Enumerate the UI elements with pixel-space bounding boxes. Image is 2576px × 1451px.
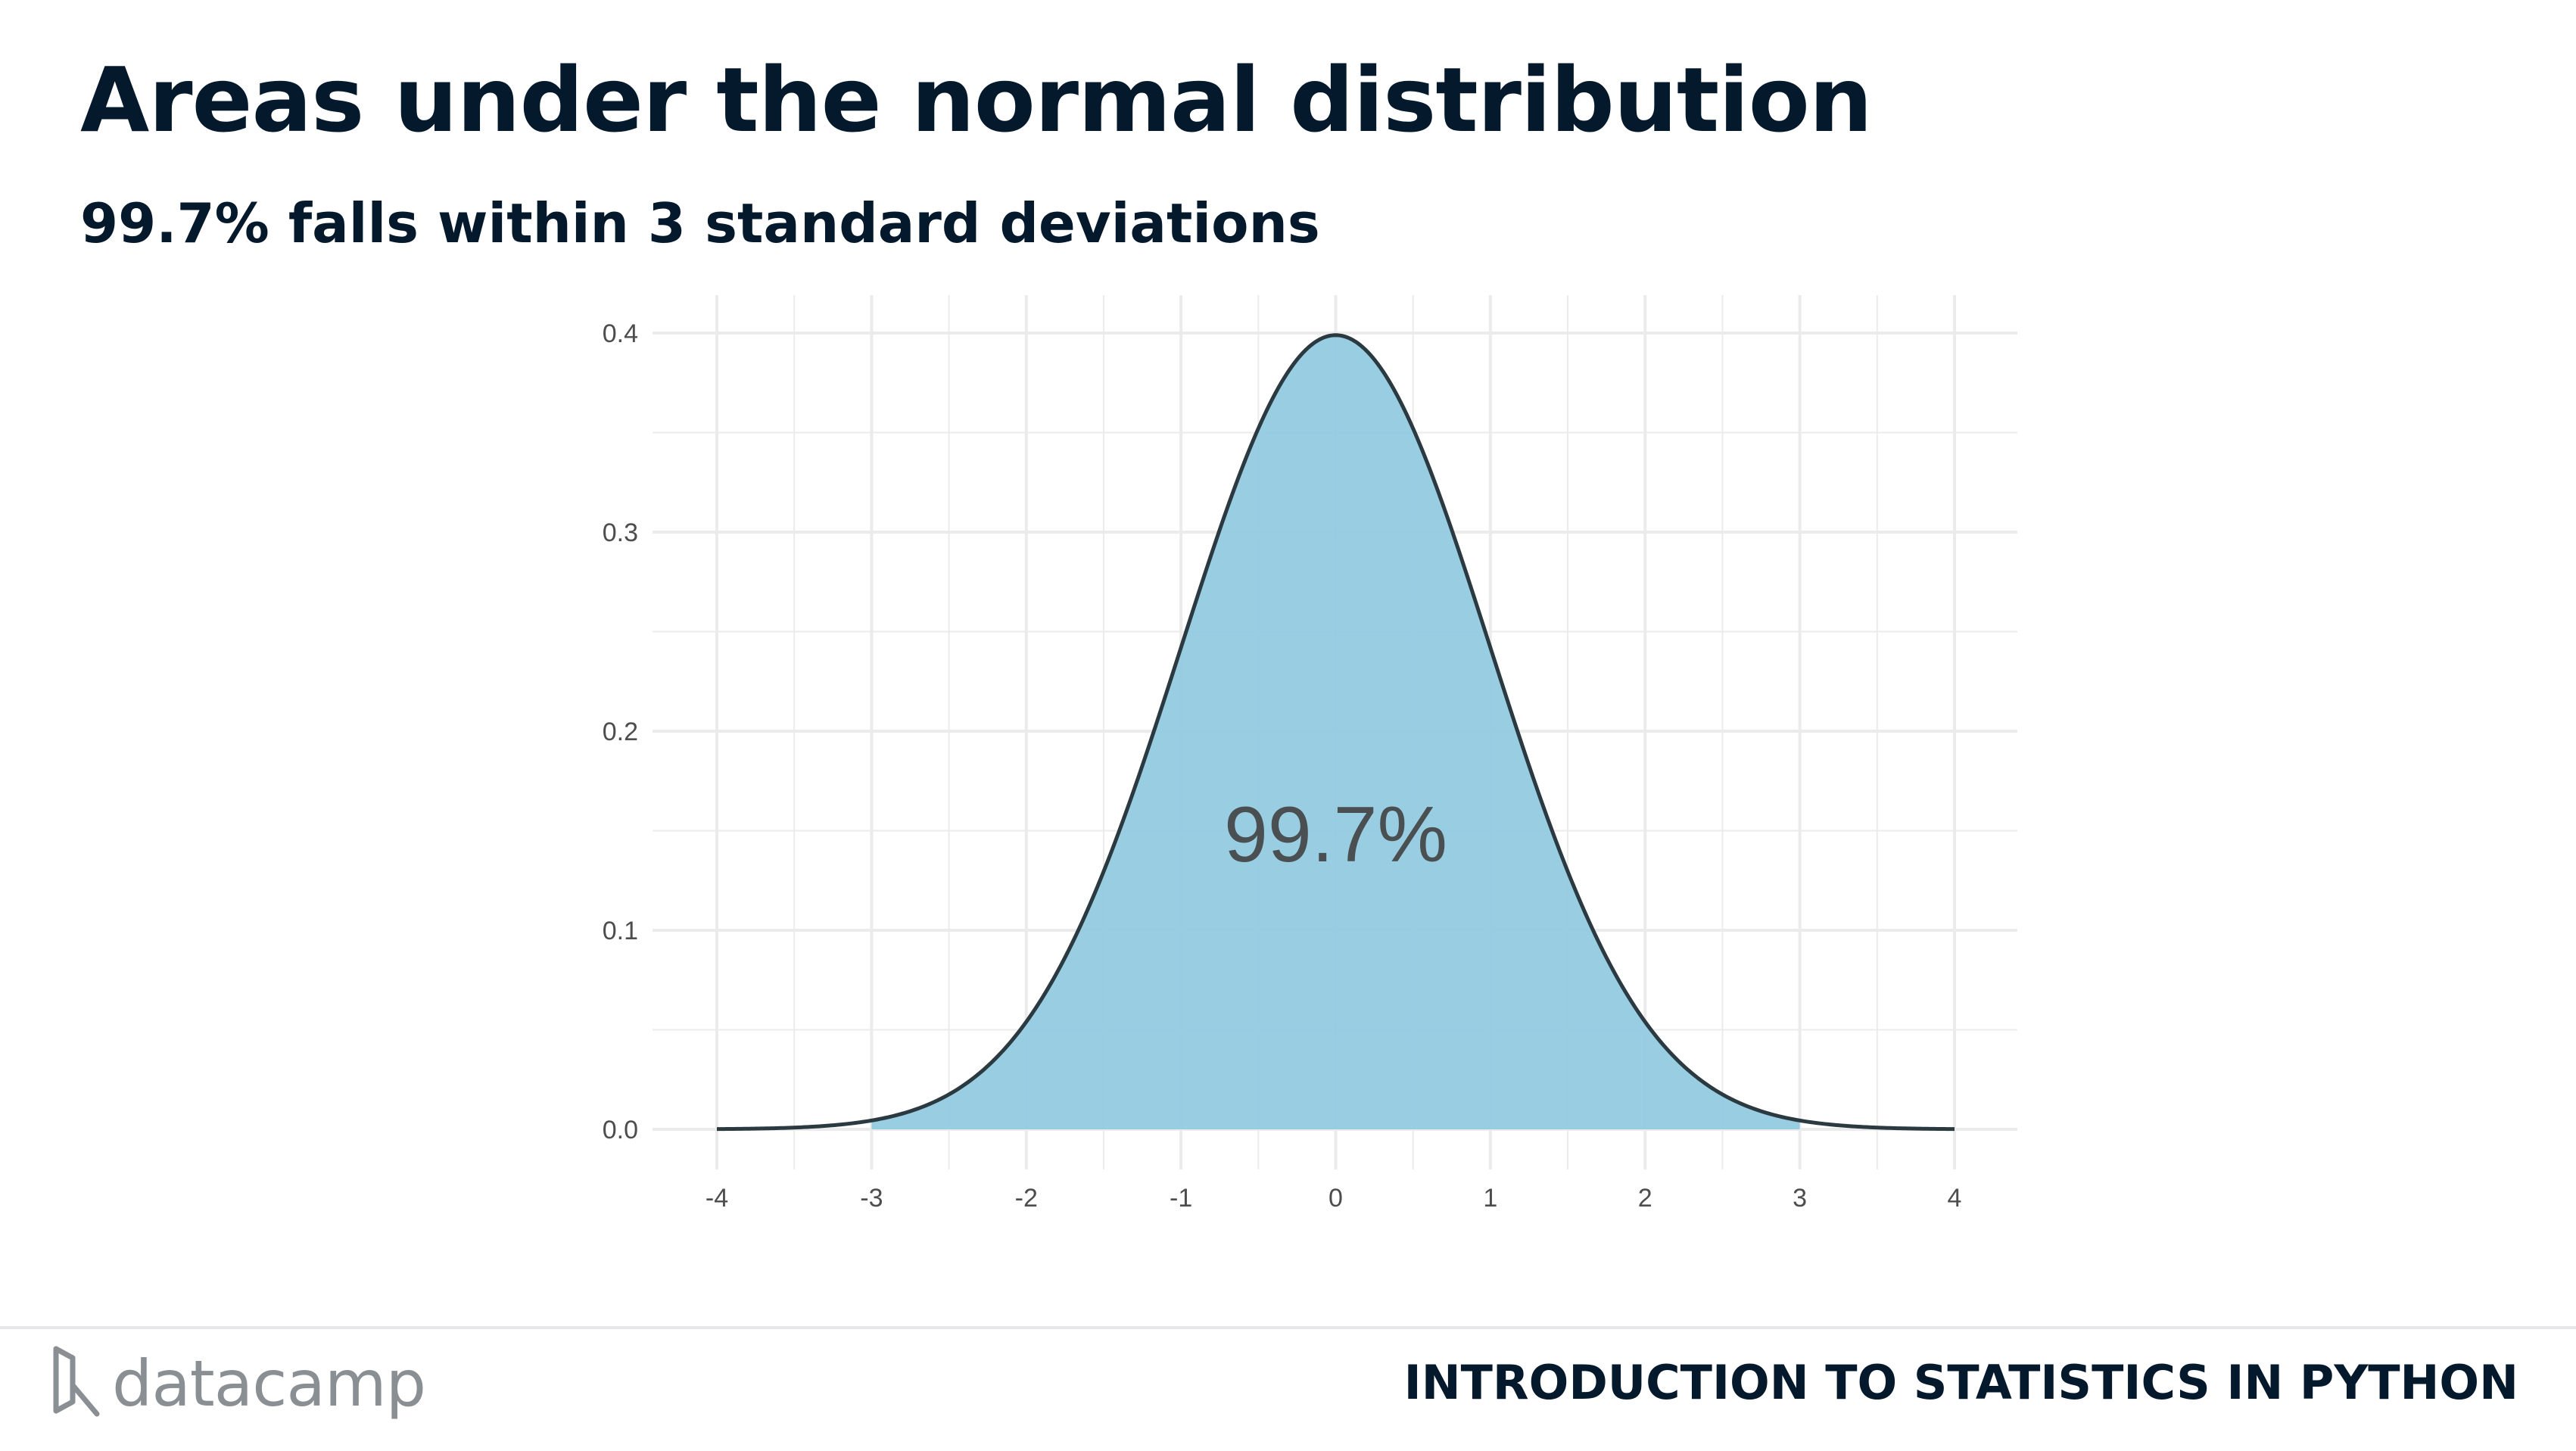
x-tick-label: -1 [1170, 1184, 1192, 1213]
y-tick-label: 0.1 [603, 917, 638, 945]
datacamp-logo: datacamp [50, 1346, 426, 1421]
area-annotation: 99.7% [1224, 791, 1447, 879]
x-tick-label: -2 [1015, 1184, 1038, 1213]
shaded-area-99-7 [871, 335, 1800, 1129]
x-tick-label: 2 [1638, 1184, 1652, 1213]
x-tick-label: 3 [1793, 1184, 1807, 1213]
slide-title: Areas under the normal distribution [80, 48, 1873, 152]
x-tick-label: 1 [1483, 1184, 1497, 1213]
y-tick-label: 0.2 [603, 718, 638, 746]
y-tick-label: 0.0 [603, 1116, 638, 1144]
density-curve [716, 333, 1955, 1132]
x-tick-label: 0 [1328, 1184, 1343, 1213]
y-tick-label: 0.3 [603, 518, 638, 547]
footer-divider [0, 1326, 2576, 1329]
course-name: INTRODUCTION TO STATISTICS IN PYTHON [1403, 1355, 2518, 1410]
datacamp-logo-icon [50, 1346, 104, 1421]
normal-distribution-chart: 0.0 0.1 0.2 0.3 0.4 -4 -3 -2 -1 0 1 2 3 4 99.7% [603, 295, 2017, 1213]
x-tick-label: -4 [706, 1184, 728, 1213]
x-tick-label: -3 [860, 1184, 883, 1213]
x-tick-label: 4 [1948, 1184, 1962, 1213]
slide-subtitle: 99.7% falls within 3 standard deviations [80, 191, 1320, 255]
y-tick-label: 0.4 [603, 319, 638, 348]
logo-text: datacamp [112, 1347, 426, 1421]
